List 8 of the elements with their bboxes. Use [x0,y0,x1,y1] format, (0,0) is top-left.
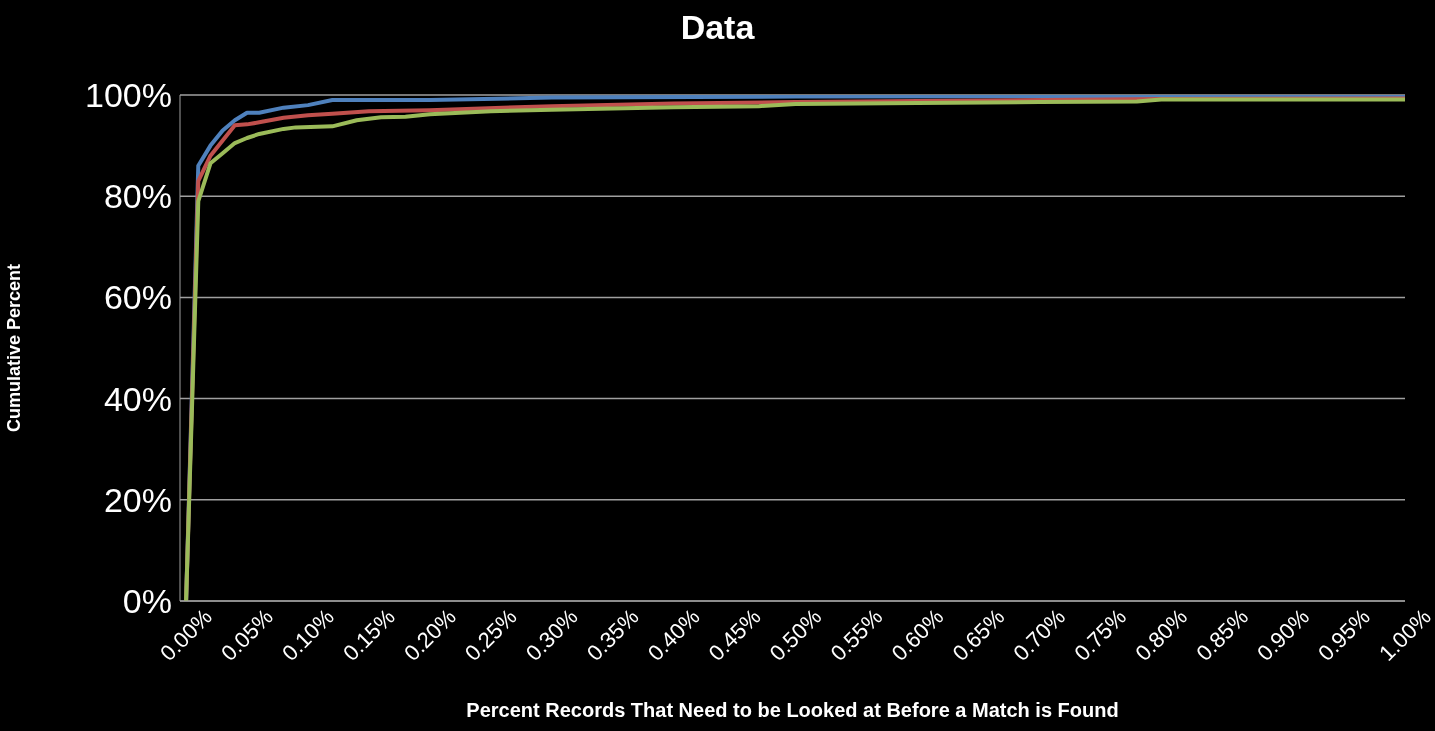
chart-title: Data [679,8,756,47]
y-tick-label: 20% [103,480,172,519]
y-tick-label: 80% [103,177,172,216]
y-tick-label: 100% [85,76,172,115]
y-axis-title: Cumulative Percent [4,263,25,433]
y-tick-label: 60% [103,278,172,317]
y-tick-label: 40% [103,379,172,418]
x-axis-title: Percent Records That Need to be Looked at Before a Match is Found [466,699,1119,721]
